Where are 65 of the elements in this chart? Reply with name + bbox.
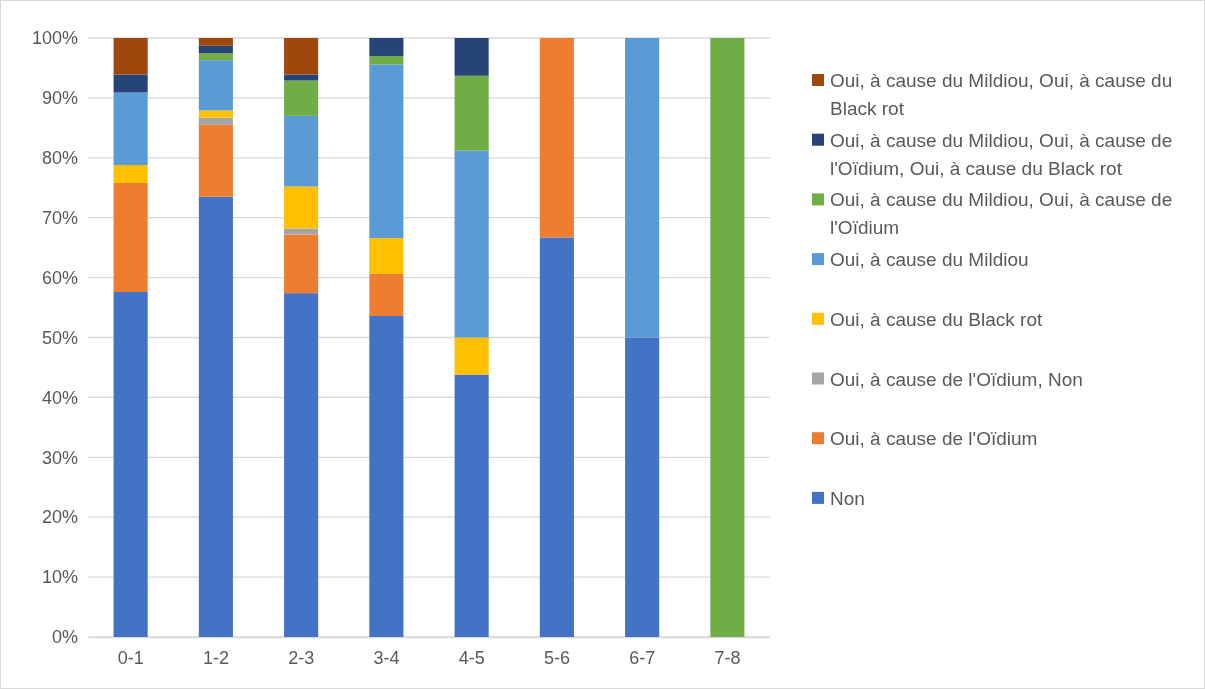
- y-tick-label: 20%: [41, 507, 78, 528]
- bar: [284, 234, 319, 294]
- bar: [284, 186, 319, 229]
- legend-label: Oui, à cause de l'Oïdium, Non: [830, 368, 1083, 390]
- bar: [113, 164, 148, 183]
- x-tick-label: 0-1: [117, 647, 144, 668]
- legend-label: Oui, à cause du Mildiou, Oui, à cause de l'Oïdium, Oui, à cause du Black rot: [830, 129, 1173, 179]
- legend-label: Oui, à cause du Mildiou: [830, 249, 1029, 271]
- bar: [284, 74, 319, 81]
- x-tick-label: 1-2: [202, 647, 229, 668]
- bar: [198, 45, 233, 53]
- bar: [113, 38, 148, 75]
- bar: [454, 150, 489, 338]
- bar: [284, 115, 319, 187]
- bar: [284, 293, 319, 637]
- bar: [539, 38, 574, 238]
- legend-label: Non: [830, 487, 865, 509]
- y-tick-label: 0%: [51, 627, 78, 648]
- bar: [454, 374, 489, 637]
- bar: [198, 52, 233, 61]
- x-tick-label: 2-3: [288, 647, 315, 668]
- y-tick-label: 50%: [41, 327, 78, 348]
- y-tick-label: 100%: [31, 28, 78, 49]
- bar: [113, 291, 148, 637]
- bar: [369, 38, 404, 56]
- legend-label: Oui, à cause de l'Oïdium: [830, 428, 1038, 450]
- bar: [625, 337, 660, 637]
- bar: [454, 75, 489, 151]
- bar: [369, 274, 404, 316]
- x-tick-label: 3-4: [373, 647, 400, 668]
- bar: [198, 110, 233, 118]
- bar: [198, 38, 233, 46]
- legend-label: Oui, à cause du Mildiou, Oui, à cause de l'Oïdium: [830, 189, 1173, 239]
- x-tick-label: 7-8: [714, 647, 741, 668]
- bar: [198, 117, 233, 125]
- bar: [369, 238, 404, 275]
- x-tick-label: 6-7: [629, 647, 656, 668]
- bar: [369, 315, 404, 637]
- legend-label: Oui, à cause du Mildiou, Oui, à cause du Black rot: [830, 70, 1173, 119]
- bar: [284, 80, 319, 116]
- y-tick-label: 70%: [41, 207, 78, 228]
- bar: [369, 55, 404, 65]
- y-tick-label: 80%: [41, 148, 78, 169]
- bar: [369, 64, 404, 239]
- bar: [198, 124, 233, 197]
- bar: [113, 92, 148, 165]
- y-tick-label: 30%: [41, 447, 78, 468]
- bar: [198, 60, 233, 111]
- bar: [625, 38, 660, 338]
- bar: [284, 38, 319, 75]
- x-tick-label: 4-5: [458, 647, 485, 668]
- bar: [539, 237, 574, 637]
- y-tick-label: 60%: [41, 267, 78, 288]
- y-tick-label: 40%: [41, 387, 78, 408]
- bar: [113, 74, 148, 93]
- bar: [198, 196, 233, 637]
- bar: [113, 182, 148, 292]
- legend-label: Oui, à cause du Black rot: [830, 308, 1043, 330]
- x-tick-label: 5-6: [543, 647, 570, 668]
- bar: [454, 337, 489, 375]
- y-tick-label: 90%: [41, 88, 78, 109]
- bar: [710, 38, 745, 637]
- bar: [454, 38, 489, 76]
- y-tick-label: 10%: [41, 567, 78, 588]
- bar: [284, 228, 319, 235]
